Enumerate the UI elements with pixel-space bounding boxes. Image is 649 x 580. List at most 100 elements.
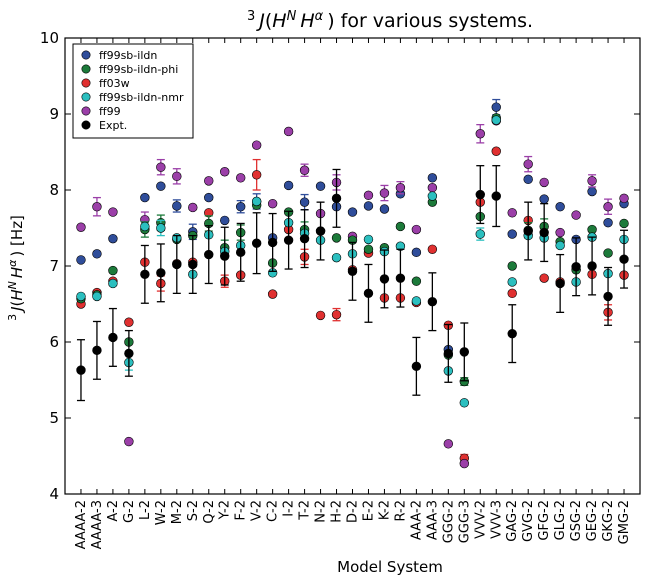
data-point <box>124 348 134 359</box>
data-point <box>267 289 278 299</box>
data-point <box>140 192 150 203</box>
data-point <box>76 291 86 302</box>
category-label: W-2 <box>154 500 169 525</box>
data-point <box>427 191 438 201</box>
data-point <box>555 278 565 289</box>
data-point <box>603 291 613 302</box>
data-point <box>619 193 629 204</box>
y-tick-label: 8 <box>49 181 59 199</box>
category-label: AAA-2 <box>409 500 424 540</box>
series-expt- <box>76 165 629 402</box>
data-point <box>92 345 102 356</box>
data-point <box>92 291 102 302</box>
data-point <box>108 332 118 343</box>
data-point <box>427 183 438 193</box>
data-point <box>523 226 533 236</box>
data-point <box>443 348 454 359</box>
data-point <box>331 193 342 204</box>
series-ff99 <box>76 116 629 469</box>
data-point <box>491 102 501 112</box>
category-label: VVV-3 <box>489 500 504 539</box>
category-label: AAAA-2 <box>74 500 89 549</box>
category-label: D-2 <box>346 500 361 523</box>
legend-marker <box>81 92 91 102</box>
data-point <box>92 249 102 259</box>
category-label: H-2 <box>330 500 345 523</box>
data-point <box>555 227 565 238</box>
data-point <box>188 259 198 270</box>
data-point <box>539 194 549 204</box>
data-point <box>491 191 501 201</box>
data-point <box>92 202 102 212</box>
category-label: R-2 <box>393 500 408 521</box>
data-point <box>523 159 533 169</box>
data-point <box>315 310 326 321</box>
data-point <box>411 296 422 306</box>
data-point <box>251 196 262 207</box>
category-label: Y-2 <box>218 500 233 520</box>
category-label: VVV-2 <box>473 500 488 539</box>
category-label: GSG-2 <box>569 500 584 541</box>
data-point <box>76 222 86 232</box>
data-point <box>427 297 438 307</box>
data-point <box>523 174 533 185</box>
data-point <box>188 202 198 213</box>
legend-label: Expt. <box>99 119 127 132</box>
data-point <box>156 162 166 172</box>
category-label: I-2 <box>282 500 297 517</box>
data-point <box>172 201 182 211</box>
data-point <box>459 458 470 469</box>
data-point <box>555 240 565 251</box>
category-label: T-2 <box>298 500 313 521</box>
data-point <box>108 265 118 276</box>
data-point <box>220 251 230 261</box>
data-point <box>172 259 182 270</box>
data-point <box>331 252 342 263</box>
data-point <box>156 268 166 278</box>
data-point <box>172 171 182 182</box>
legend-marker <box>81 120 91 130</box>
data-point <box>603 217 613 228</box>
data-point <box>251 238 262 248</box>
data-point <box>108 233 118 244</box>
legend-marker <box>81 64 91 74</box>
category-label: V-2 <box>250 500 265 521</box>
category-label: A-2 <box>106 500 121 522</box>
data-point <box>603 202 613 212</box>
data-point <box>204 249 214 260</box>
data-point <box>363 288 374 299</box>
category-label: L-2 <box>138 500 153 520</box>
data-point <box>619 254 629 264</box>
category-label: GLG-2 <box>553 500 568 540</box>
data-point <box>507 229 517 239</box>
data-point <box>571 210 581 220</box>
data-point <box>427 244 438 254</box>
data-point <box>507 277 517 287</box>
data-point <box>507 208 517 218</box>
data-point <box>267 198 278 209</box>
data-point <box>507 328 517 339</box>
data-point <box>124 317 134 327</box>
data-point <box>539 227 549 238</box>
category-label: GKG-2 <box>601 500 616 542</box>
y-axis-label: 3J(HNHα) [Hz] <box>6 215 27 321</box>
data-point <box>507 261 517 271</box>
legend-marker <box>81 50 91 60</box>
data-point <box>76 255 86 265</box>
data-point <box>395 273 406 283</box>
data-point <box>619 218 629 229</box>
data-point <box>363 234 374 245</box>
data-point <box>363 201 374 211</box>
category-label: S-2 <box>186 500 201 521</box>
data-point <box>475 229 485 239</box>
category-label: GVG-2 <box>521 500 536 542</box>
category-label: GMG-2 <box>617 500 632 544</box>
data-point <box>283 126 294 137</box>
data-point <box>315 181 326 191</box>
y-tick-label: 7 <box>49 257 59 275</box>
x-axis-label: Model System <box>337 558 443 576</box>
data-point <box>156 223 166 233</box>
category-label: K-2 <box>377 500 392 520</box>
y-tick-label: 5 <box>49 409 59 427</box>
category-label: G-2 <box>122 500 137 523</box>
